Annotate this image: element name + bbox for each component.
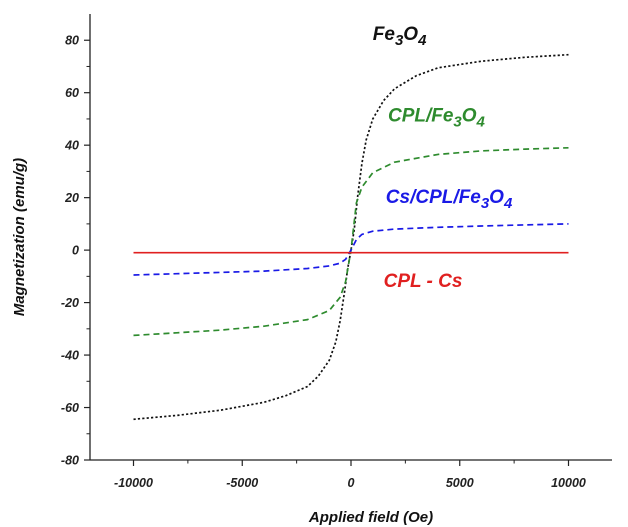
chart-axes: -80 -60 -40 -20 0 20 40 60 80 -10000 -5000 0 5000 100…: [61, 14, 612, 490]
y-tick-label: -40: [61, 349, 79, 363]
y-tick-label: -60: [61, 401, 79, 415]
x-tick-label: 10000: [551, 476, 586, 490]
series-label-1: Fe3O4: [373, 24, 427, 49]
series-line-1: [133, 53, 569, 421]
x-axis-title: Applied field (Oe): [308, 509, 433, 526]
series-labels: Fe3O4 CPL/Fe3O4 Cs/CPL/Fe3O4 CPL - Cs: [373, 24, 513, 292]
y-tick-label: 60: [65, 86, 79, 100]
y-tick-label: 40: [64, 139, 79, 153]
y-tick-label: 20: [64, 191, 79, 205]
y-axis-title: Magnetization (emu/g): [11, 158, 28, 316]
x-tick-label: 0: [348, 476, 355, 490]
y-tick-label: -80: [61, 454, 79, 468]
x-tick-label: -10000: [114, 476, 153, 490]
y-tick-label: 80: [65, 34, 79, 48]
y-tick-label: -20: [61, 296, 79, 310]
x-tick-label: 5000: [446, 476, 474, 490]
series-label-4: CPL - Cs: [384, 271, 463, 292]
series-label-3: Cs/CPL/Fe3O4: [386, 187, 513, 212]
y-tick-label: 0: [72, 244, 79, 258]
series-layer: [133, 53, 569, 421]
series-line-3: [133, 223, 569, 276]
series-label-2: CPL/Fe3O4: [388, 106, 486, 131]
series-line-2: [133, 146, 569, 337]
x-tick-label: -5000: [226, 476, 258, 490]
